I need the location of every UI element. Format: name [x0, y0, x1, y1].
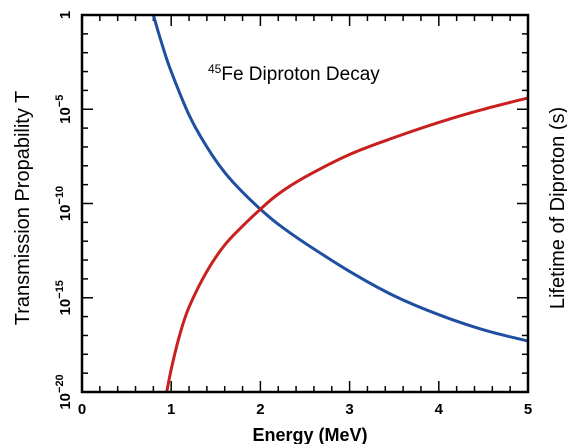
x-axis-label: Energy (MeV) [252, 425, 367, 444]
series-layer [151, 14, 529, 393]
x-tick-label: 4 [435, 401, 444, 418]
annotation-superscript: 45 [208, 62, 222, 76]
y-tick-label: 10−15 [54, 280, 74, 315]
y-tick-label: 10−5 [54, 95, 74, 124]
plot-frame [80, 13, 530, 394]
chart-annotation: 45Fe Diproton Decay [208, 62, 380, 85]
y-tick-label: 10−10 [54, 186, 74, 221]
x-tick-label: 2 [256, 401, 264, 418]
x-tick-label: 3 [345, 401, 353, 418]
x-tick-label: 0 [78, 401, 86, 418]
y-axis-label-left: Transmission Propability T [12, 91, 34, 326]
annotation-text: Fe Diproton Decay [221, 64, 380, 85]
y-tick-label: 10−20 [54, 374, 74, 409]
y-tick-label: 1 [57, 11, 74, 19]
x-tick-label: 1 [167, 401, 175, 418]
x-tick-label: 5 [524, 401, 532, 418]
series-line-red [165, 96, 529, 393]
y-axis-label-right: Lifetime of Diproton (s) [547, 107, 567, 309]
